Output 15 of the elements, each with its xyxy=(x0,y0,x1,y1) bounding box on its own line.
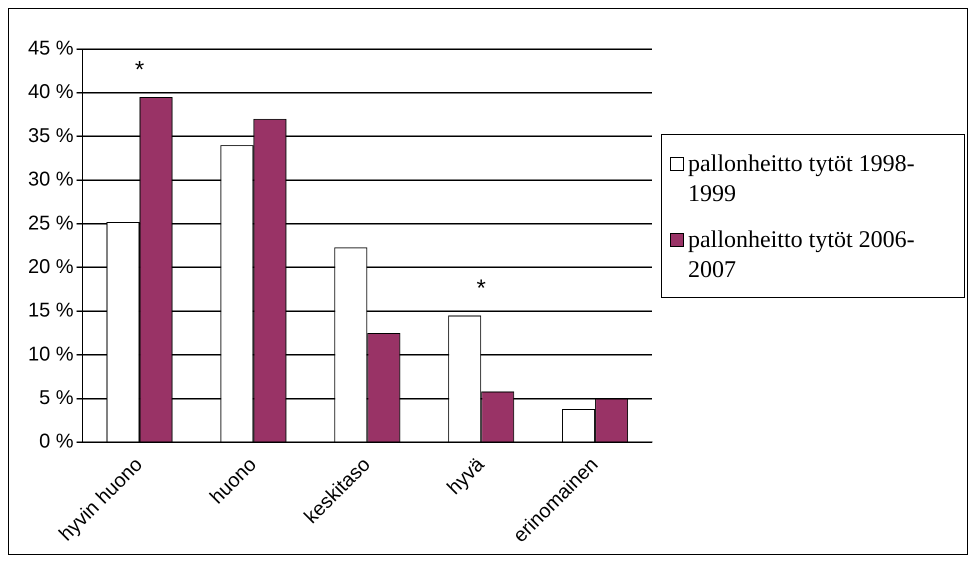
legend-label: pallonheitto tytöt 1998-1999 xyxy=(688,150,916,209)
y-tick-label: 30 % xyxy=(28,168,74,191)
legend: pallonheitto tytöt 1998-1999 pallonheitto tytöt 2006-2007 xyxy=(661,134,965,298)
y-tick-label: 20 % xyxy=(28,256,74,278)
y-tick-label: 15 % xyxy=(28,300,74,322)
y-tick-label: 10 % xyxy=(28,343,74,366)
y-tick-label: 25 % xyxy=(28,212,74,234)
y-tick-label: 45 % xyxy=(28,38,74,60)
y-tick-label: 40 % xyxy=(28,81,74,104)
annotation: * xyxy=(134,56,144,84)
y-tick-label: 0 % xyxy=(39,430,74,453)
annotation: * xyxy=(476,275,486,302)
y-tick-label: 35 % xyxy=(28,124,74,147)
y-tick-label: 5 % xyxy=(39,387,74,410)
legend-label: pallonheitto tytöt 2006-2007 xyxy=(688,226,916,285)
